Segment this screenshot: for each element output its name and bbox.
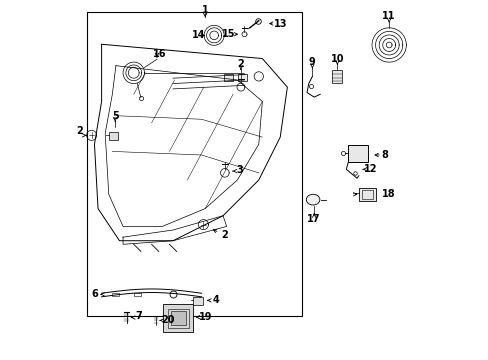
Bar [238,73,246,81]
Text: 2: 2 [76,126,82,136]
Ellipse shape [305,194,319,205]
Text: 13: 13 [273,18,286,28]
Text: 20: 20 [161,315,174,325]
Bar [108,132,118,140]
Bar [112,293,119,296]
Text: 3: 3 [236,165,243,175]
Bar [163,304,193,332]
Text: 6: 6 [91,289,98,299]
Bar [332,70,342,83]
Text: 9: 9 [308,57,315,67]
Text: 2: 2 [220,230,227,240]
Bar [358,188,375,202]
Bar [193,297,203,305]
Bar [361,190,372,199]
Text: 10: 10 [330,54,344,64]
Bar [224,73,232,81]
Text: 16: 16 [152,49,166,59]
Text: 2: 2 [237,59,244,69]
Text: 17: 17 [307,214,320,224]
Text: 18: 18 [382,189,395,199]
Text: 19: 19 [198,312,211,322]
Bar [134,293,141,296]
Bar [87,12,301,316]
Bar [347,145,367,162]
Text: 8: 8 [380,150,387,160]
Bar [167,309,189,328]
Text: 4: 4 [212,296,219,305]
Text: 11: 11 [382,12,395,21]
Bar [170,311,186,325]
Text: 5: 5 [112,111,118,121]
Text: 12: 12 [364,164,377,174]
Text: 15: 15 [221,29,235,39]
Text: 7: 7 [135,311,142,321]
Text: 14: 14 [192,30,205,40]
Text: 1: 1 [202,5,208,15]
